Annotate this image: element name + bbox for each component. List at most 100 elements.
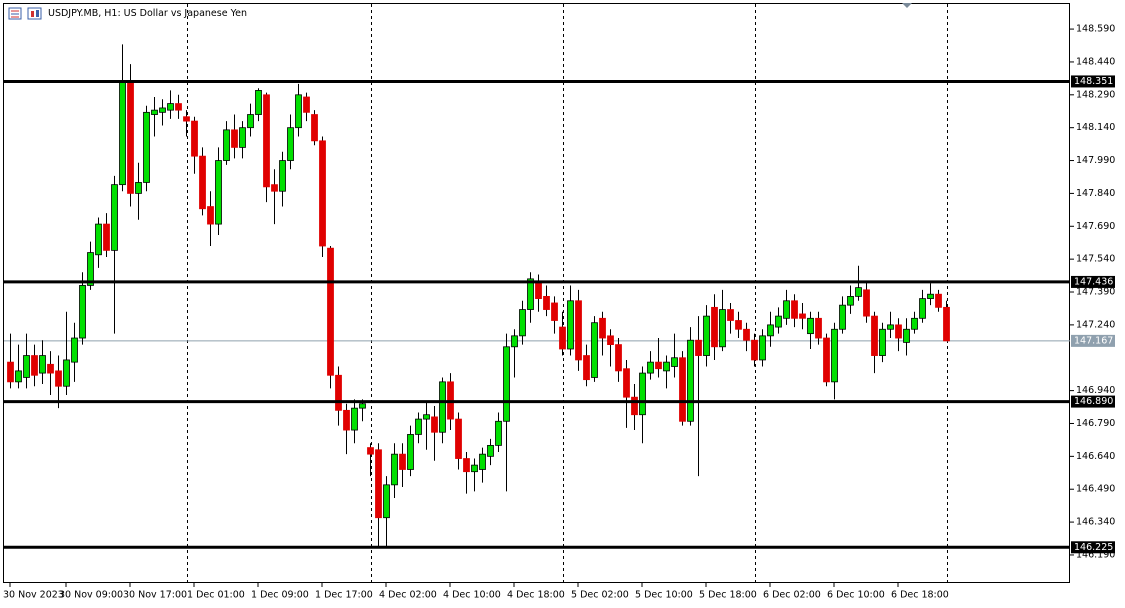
candle-body xyxy=(711,306,718,348)
candle-body xyxy=(479,453,486,470)
candle-body xyxy=(271,184,278,192)
candle-body xyxy=(511,335,518,348)
icon-bar xyxy=(31,11,34,17)
candle-body xyxy=(855,287,862,297)
y-tick-label: 147.990 xyxy=(1076,155,1115,166)
candle-body xyxy=(775,315,782,328)
candle-body xyxy=(207,206,214,225)
level-label: 147.436 xyxy=(1074,276,1113,287)
x-tick-label: 30 Nov 17:00 xyxy=(123,590,187,601)
candle-body xyxy=(63,359,70,387)
candle-body xyxy=(151,109,158,115)
candle-body xyxy=(279,160,286,192)
candle-body xyxy=(815,317,822,339)
x-tick-label: 5 Dec 10:00 xyxy=(635,590,693,601)
candle-body xyxy=(895,324,902,339)
candle-body xyxy=(911,317,918,330)
x-tick-label: 6 Dec 18:00 xyxy=(891,590,949,601)
candle-body xyxy=(679,357,686,422)
candle-body xyxy=(135,182,142,194)
y-tick-label: 146.490 xyxy=(1076,484,1115,495)
candle-body xyxy=(159,107,166,113)
y-tick-label: 148.290 xyxy=(1076,89,1115,100)
x-tick-label: 4 Dec 02:00 xyxy=(379,590,437,601)
candle-body xyxy=(359,403,366,409)
x-tick-label: 6 Dec 10:00 xyxy=(827,590,885,601)
candle-body xyxy=(183,116,190,122)
candle-body xyxy=(751,339,758,361)
candle-body xyxy=(407,434,414,470)
candle-body xyxy=(399,453,406,470)
candle-body xyxy=(807,317,814,335)
shift-marker xyxy=(902,3,912,8)
toolbar-icons xyxy=(8,7,42,20)
candle-body xyxy=(327,247,334,376)
candle-body xyxy=(871,315,878,356)
candle-body xyxy=(599,317,606,339)
candle-body xyxy=(687,339,694,422)
chart-title: USDJPY.MB, H1: US Dollar vs Japanese Yen xyxy=(48,8,247,19)
y-tick-label: 148.440 xyxy=(1076,56,1115,67)
candle-body xyxy=(631,396,638,416)
candle-body xyxy=(559,326,566,350)
candle-body xyxy=(663,361,670,372)
candle-body xyxy=(423,414,430,420)
candle-body xyxy=(79,285,86,339)
y-tick-label: 147.390 xyxy=(1076,287,1115,298)
candle-body xyxy=(263,94,270,188)
candle-body xyxy=(503,346,510,422)
y-tick-label: 147.540 xyxy=(1076,254,1115,265)
current-price-box xyxy=(1071,334,1115,347)
candle-body xyxy=(247,114,254,129)
candle-body xyxy=(727,309,734,321)
candle-body xyxy=(383,484,390,519)
level-label-box xyxy=(1071,275,1115,288)
candle-body xyxy=(311,114,318,142)
candle-body xyxy=(303,96,310,113)
candle-body xyxy=(223,129,230,161)
candle-body xyxy=(463,458,470,473)
candle-body xyxy=(367,447,374,455)
candle-body xyxy=(671,357,678,367)
candle-body xyxy=(831,328,838,383)
candle-body xyxy=(791,300,798,319)
candle-body xyxy=(455,418,462,459)
candle-body xyxy=(431,416,438,433)
candle-body xyxy=(191,120,198,157)
day-separators xyxy=(187,4,948,582)
candle-body xyxy=(143,111,150,183)
candle-body xyxy=(439,381,446,433)
candle-body xyxy=(551,302,558,321)
icon-bar xyxy=(36,10,39,17)
candle-body xyxy=(519,309,526,337)
y-tick-label: 148.590 xyxy=(1076,24,1115,35)
candle-body xyxy=(31,355,38,376)
candle-body xyxy=(471,464,478,473)
candle-body xyxy=(591,322,598,378)
icon xyxy=(27,7,42,20)
candle-body xyxy=(823,337,830,383)
candle-body xyxy=(95,223,102,256)
y-tick-label: 146.340 xyxy=(1076,517,1115,528)
candle-body xyxy=(935,293,942,308)
candle-body xyxy=(919,298,926,319)
candle-body xyxy=(583,355,590,381)
candle-body xyxy=(567,300,574,350)
candle-body xyxy=(887,324,894,330)
candle-body xyxy=(55,370,62,387)
level-label-box xyxy=(1071,395,1115,408)
level-label: 146.225 xyxy=(1074,542,1113,553)
y-tick-label: 148.140 xyxy=(1076,122,1115,133)
candle-body xyxy=(287,127,294,161)
candle-body xyxy=(767,324,774,337)
candle-body xyxy=(695,339,702,356)
candle-body xyxy=(943,306,950,342)
candle-body xyxy=(495,420,502,446)
candle-body xyxy=(799,313,806,319)
x-tick-label: 6 Dec 02:00 xyxy=(763,590,821,601)
candle-body xyxy=(783,300,790,319)
candle-body xyxy=(335,374,342,411)
x-tick-label: 5 Dec 02:00 xyxy=(571,590,629,601)
